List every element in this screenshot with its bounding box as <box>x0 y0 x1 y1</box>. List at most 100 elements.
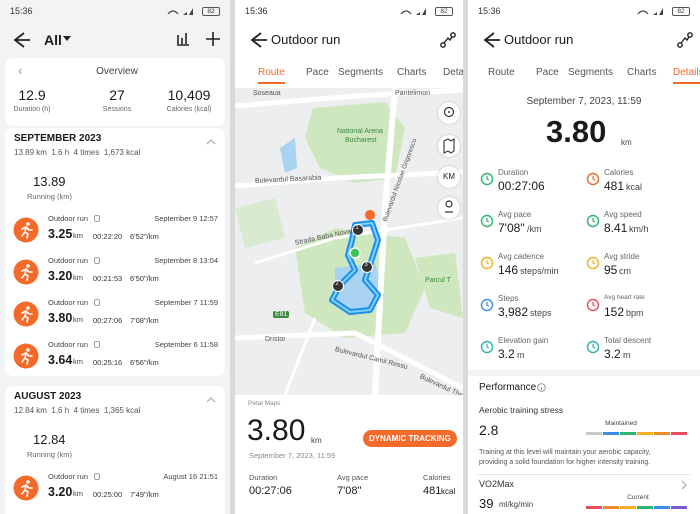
activity-icon[interactable] <box>13 301 39 327</box>
activity-icon[interactable] <box>13 259 39 285</box>
battery-level: 82 <box>207 8 215 15</box>
status-time: 15:36 <box>245 6 268 16</box>
metric-unit: bpm <box>626 308 644 318</box>
add-button[interactable] <box>205 31 221 47</box>
battery-icon <box>435 7 453 16</box>
distance-unit: km <box>621 138 632 147</box>
metric-icon <box>586 256 600 270</box>
metric-value: 00:27:06 <box>498 179 545 193</box>
activity-icon[interactable] <box>13 217 39 243</box>
activity-date: September 7 11:59 <box>154 298 218 307</box>
stat-value: 00:27:06 <box>249 485 292 497</box>
activity-name: Outdoor run <box>48 472 89 481</box>
back-button[interactable] <box>247 30 269 50</box>
share-button[interactable] <box>676 31 694 49</box>
metric-value: 481 <box>604 179 625 193</box>
scale-segment <box>637 432 653 435</box>
metric-icon <box>586 298 600 312</box>
aerobic-status: Maintained <box>605 420 637 427</box>
tab[interactable]: Route <box>488 67 515 78</box>
metric-icon <box>480 214 494 228</box>
collapse-button[interactable] <box>206 396 216 403</box>
month-total-label: Running (km) <box>27 192 73 201</box>
activity-icon[interactable] <box>13 475 39 501</box>
tab[interactable]: Pace <box>536 67 559 78</box>
signal-icons <box>637 8 663 15</box>
month-card <box>5 128 225 376</box>
stats-button[interactable] <box>176 32 190 46</box>
metric-label: Duration <box>498 168 529 177</box>
road <box>283 317 317 395</box>
map-provider: Petal Maps <box>248 400 281 407</box>
battery-level: 82 <box>677 8 685 15</box>
tab[interactable]: Pace <box>306 67 329 78</box>
metric-value: 3.2 <box>604 347 621 361</box>
month-total-label: Running (km) <box>27 450 73 459</box>
aerobic-title: Aerobic training stress <box>479 405 564 415</box>
info-icon[interactable] <box>537 383 546 392</box>
watch-icon <box>94 215 100 222</box>
map-label: Pantelimon <box>395 90 431 97</box>
tab[interactable]: Details <box>673 67 700 78</box>
distance: 3.80 <box>546 114 607 149</box>
route-marker-number: 2 <box>335 281 339 287</box>
road <box>254 216 463 265</box>
lake <box>280 138 297 173</box>
screen-title: Outdoor run <box>504 32 574 47</box>
aerobic-description: providing a solid foundation for higher … <box>479 459 651 466</box>
stat-unit: kcal <box>441 487 456 496</box>
scale-segment <box>586 506 602 509</box>
collapse-button[interactable] <box>206 138 216 145</box>
performance-title: Performance <box>479 382 537 393</box>
metric-icon <box>480 256 494 270</box>
map-label: Parcul T <box>425 277 451 284</box>
map-label: Bucharest <box>345 137 377 144</box>
activity-duration: 00:25:16 <box>93 358 123 367</box>
vo2max-arrow[interactable] <box>680 480 688 490</box>
watch-icon <box>94 257 100 264</box>
distance-unit: km <box>311 436 322 445</box>
metric-label: Avg speed <box>604 210 642 219</box>
metric-icon <box>586 172 600 186</box>
tab[interactable]: Charts <box>627 67 657 78</box>
activity-unit: km <box>73 315 83 324</box>
map-button[interactable] <box>438 166 460 188</box>
metric-unit: kcal <box>626 182 643 192</box>
activity-icon[interactable] <box>13 343 39 369</box>
dynamic-tracking-button[interactable]: DYNAMIC TRACKING <box>363 430 457 447</box>
overview-value: 10,409 <box>167 87 211 103</box>
back-button[interactable] <box>10 30 32 50</box>
divider <box>478 474 690 475</box>
metric-value: 8.41 <box>604 221 628 235</box>
metric-label: Total descent <box>604 336 652 345</box>
overview-value: 27 <box>109 87 125 103</box>
filter-label: All <box>44 32 62 48</box>
bottom-sheet <box>235 395 463 514</box>
overview-title: Overview <box>96 66 138 77</box>
finish-marker <box>365 210 375 220</box>
vo2max-title: VO2Max <box>479 479 515 489</box>
tab[interactable]: Details <box>443 67 463 78</box>
share-button[interactable] <box>439 31 457 49</box>
tab[interactable]: Route <box>258 67 285 78</box>
history-screen: 15:36 82 All ‹ Overview 12.9 Duration (h) 27 Ses… <box>0 0 230 514</box>
metric-unit: m <box>517 350 525 360</box>
battery-level: 82 <box>440 8 448 15</box>
tab[interactable]: Segments <box>338 67 384 78</box>
month-title: SEPTEMBER 2023 <box>14 133 102 144</box>
month-summary: 12.84 km 1.6 h 4 times 1,365 kcal <box>14 406 141 415</box>
tab-underline <box>673 82 700 84</box>
tab-underline <box>258 82 285 84</box>
filter-dropdown[interactable] <box>62 35 72 43</box>
tab[interactable]: Charts <box>397 67 427 78</box>
stat-label: Calories <box>423 473 451 482</box>
map-button[interactable] <box>438 197 460 219</box>
metric-icon <box>480 298 494 312</box>
activity-unit: km <box>73 231 83 240</box>
route-marker <box>332 280 344 292</box>
map <box>235 88 463 395</box>
back-button[interactable] <box>480 30 502 50</box>
scale-segment <box>620 432 636 435</box>
road <box>235 330 463 391</box>
tab[interactable]: Segments <box>568 67 614 78</box>
